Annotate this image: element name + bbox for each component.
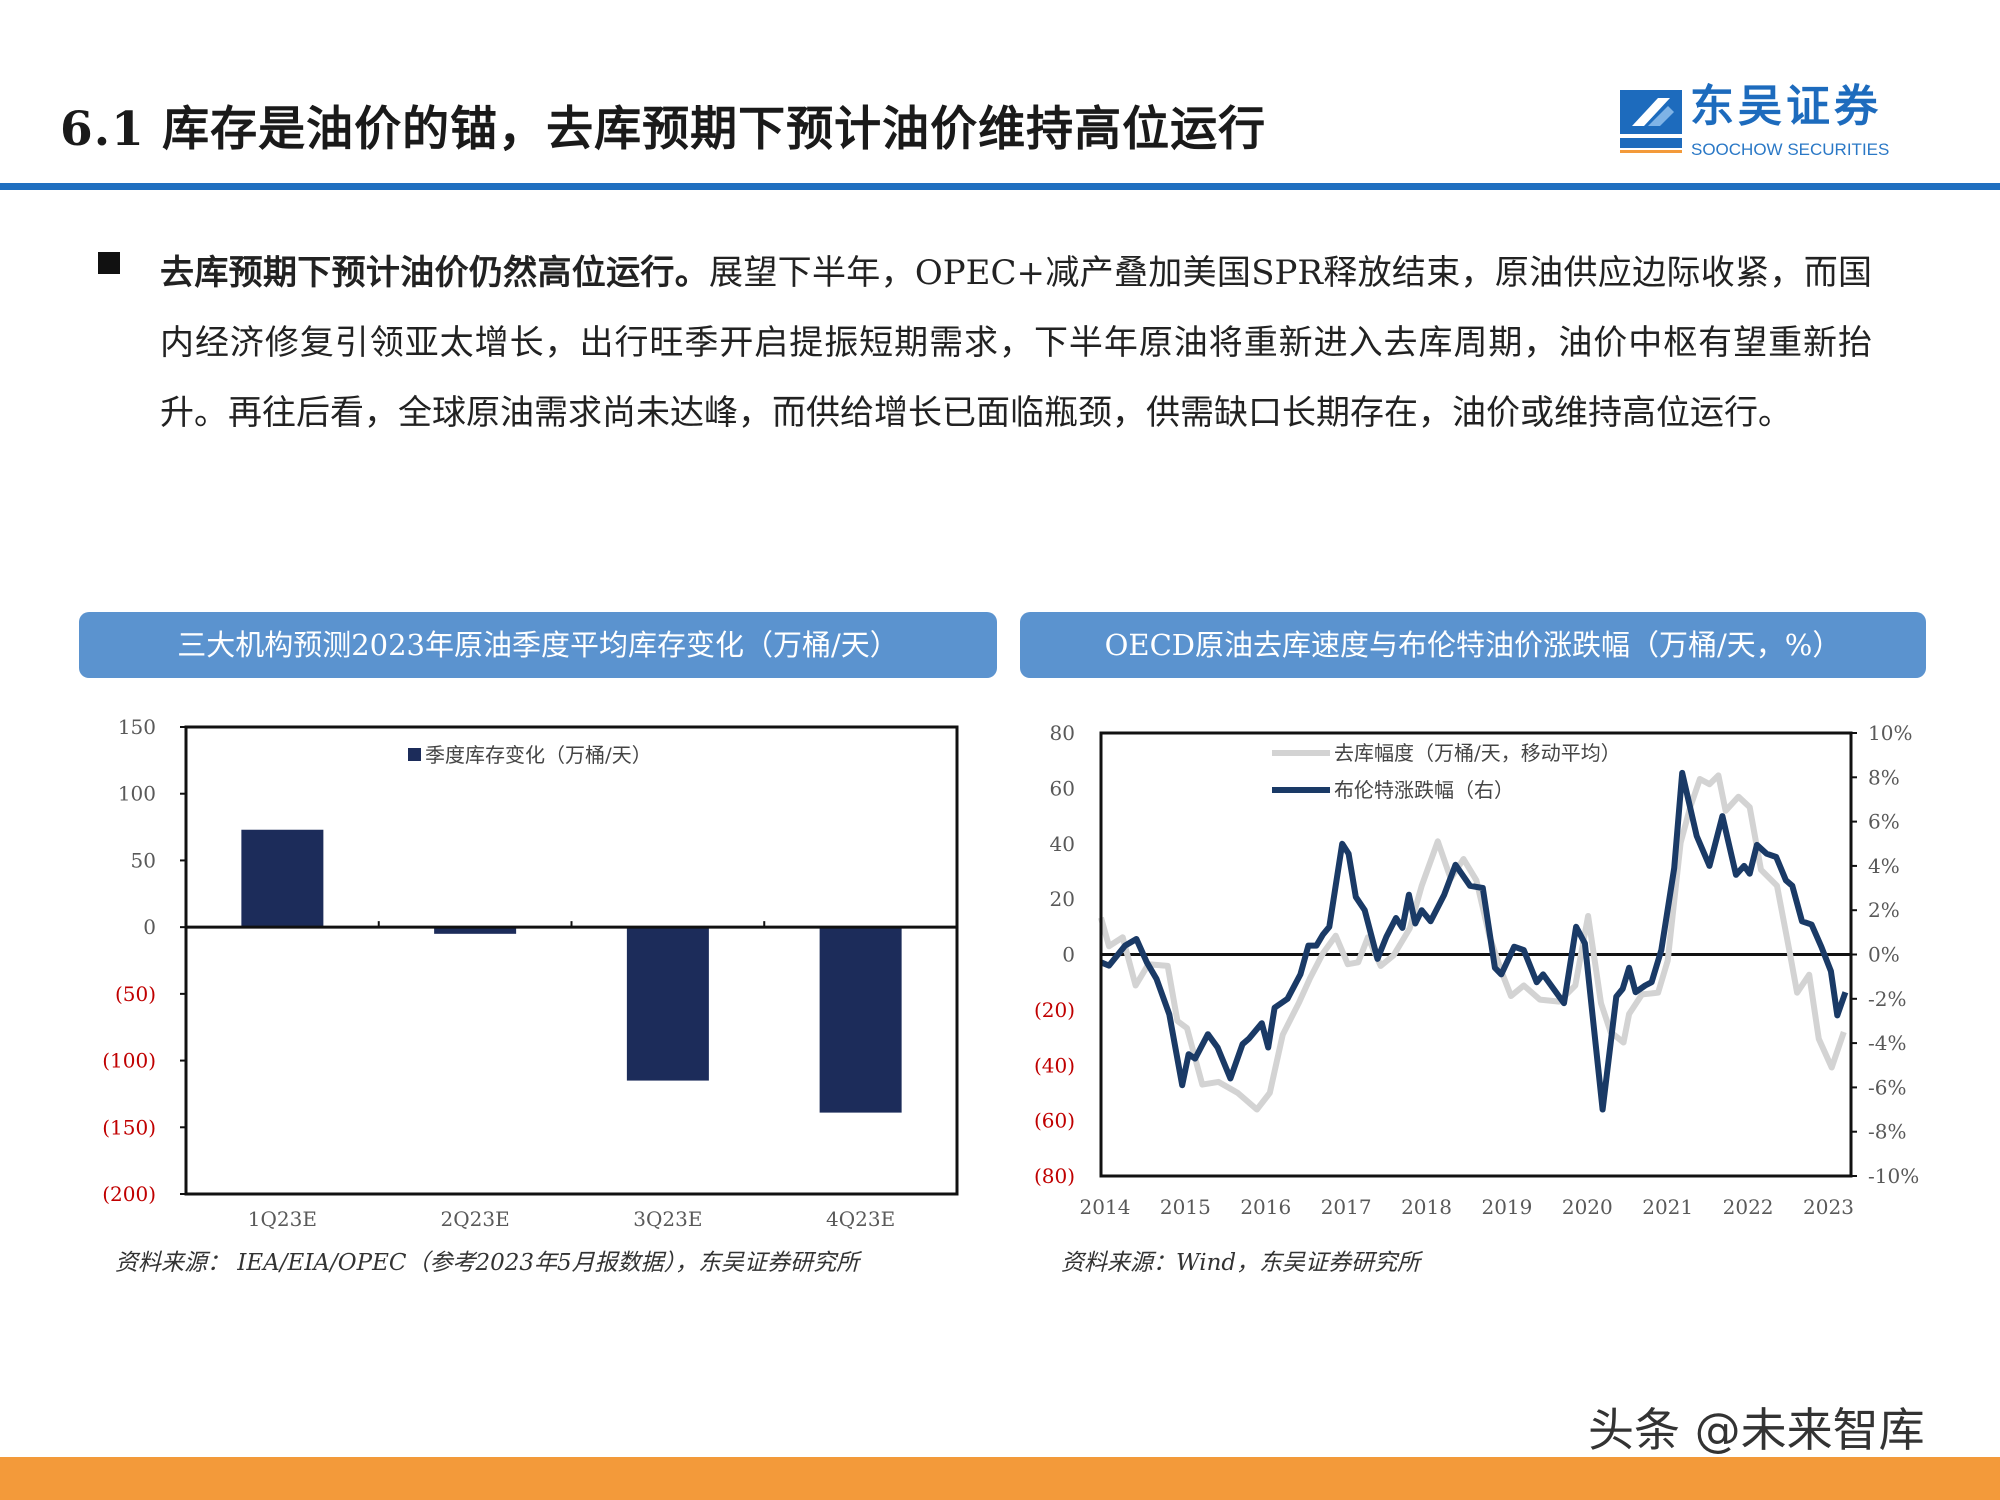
chart2-right-ytick-label: -6% <box>1868 1075 1907 1099</box>
chart2-xtick-label: 2020 <box>1562 1195 1613 1219</box>
chart1-title: 三大机构预测2023年原油季度平均库存变化（万桶/天） <box>79 612 997 678</box>
chart2-right-ytick-label: -10% <box>1868 1164 1919 1188</box>
body-paragraph: 去库预期下预计油价仍然高位运行。展望下半年，OPEC+减产叠加美国SPR释放结束… <box>160 238 1872 448</box>
chart1-ytick-label: 0 <box>143 915 156 939</box>
chart1-bar <box>819 927 902 1113</box>
chart2-xtick-label: 2018 <box>1401 1195 1452 1219</box>
chart2-right-ytick-label: 10% <box>1868 721 1912 745</box>
chart2-left-ytick-label: 80 <box>1050 721 1075 745</box>
chart2-left-ytick-label: (80) <box>1034 1164 1075 1188</box>
chart2-right-ytick-label: 2% <box>1868 898 1900 922</box>
chart2-left-ytick-label: 20 <box>1050 887 1075 911</box>
chart2-xtick-label: 2016 <box>1240 1195 1291 1219</box>
footer-bar <box>0 1457 2000 1500</box>
chart2-left-ytick-label: 0 <box>1062 943 1075 967</box>
chart1-xtick-label: 2Q23E <box>441 1207 510 1231</box>
chart1-bar <box>241 829 324 928</box>
chart1-bar <box>626 927 709 1081</box>
chart2-right-ytick-label: -4% <box>1868 1031 1907 1055</box>
chart2-xtick-label: 2014 <box>1080 1195 1131 1219</box>
bullet-square-icon <box>98 252 120 274</box>
chart2-left-ytick-label: 60 <box>1050 776 1075 800</box>
chart2-xtick-label: 2015 <box>1160 1195 1211 1219</box>
brand-logo: 东吴证券 SOOCHOW SECURITIES <box>1618 84 1908 164</box>
logo-text-en: SOOCHOW SECURITIES <box>1691 140 1890 159</box>
chart1-ytick-label: 50 <box>131 848 156 872</box>
chart1-ytick-label: (150) <box>102 1115 156 1139</box>
chart2-right-ytick-label: -8% <box>1868 1120 1907 1144</box>
chart1-bar <box>434 927 517 934</box>
chart2-xtick-label: 2022 <box>1723 1195 1774 1219</box>
chart2-xtick-label: 2017 <box>1321 1195 1372 1219</box>
chart1-ytick-label: (50) <box>115 982 156 1006</box>
body-lead: 去库预期下预计油价仍然高位运行。 <box>160 253 710 293</box>
header-divider <box>0 183 2000 190</box>
chart1-xtick-label: 4Q23E <box>826 1207 895 1231</box>
chart1-source: 资料来源： IEA/EIA/OPEC（参考2023年5月报数据），东吴证券研究所 <box>115 1250 860 1276</box>
chart1-ytick-label: 100 <box>118 782 156 806</box>
chart2-right-ytick-label: 4% <box>1868 854 1900 878</box>
chart2-right-ytick-label: 8% <box>1868 765 1900 789</box>
chart2-right-ytick-label: -2% <box>1868 987 1907 1011</box>
chart1-ytick-label: 150 <box>118 715 156 739</box>
chart1-xtick-label: 1Q23E <box>248 1207 317 1231</box>
chart2-series-line-destock <box>1098 772 1847 1113</box>
chart1-plot-frame <box>184 725 959 1196</box>
chart2-left-ytick-label: (40) <box>1034 1053 1075 1077</box>
logo-text-cn: 东吴证券 <box>1690 81 1882 132</box>
chart1-ytick-label: (200) <box>102 1182 156 1206</box>
chart2-right-ytick-label: 6% <box>1868 810 1900 834</box>
chart2-title: OECD原油去库速度与布伦特油价涨跌幅（万桶/天，%） <box>1020 612 1926 678</box>
chart1-ytick-label: (100) <box>102 1049 156 1073</box>
chart2-xtick-label: 2023 <box>1803 1195 1854 1219</box>
chart2-left-ytick-label: (20) <box>1034 998 1075 1022</box>
chart1-legend-swatch <box>408 748 421 761</box>
chart2-left-ytick-label: 40 <box>1050 832 1075 856</box>
watermark: 头条 @未来智库 <box>1588 1403 1925 1457</box>
chart2-xtick-label: 2021 <box>1642 1195 1693 1219</box>
scs-logo-icon <box>1620 90 1682 153</box>
chart1-legend-label: 季度库存变化（万桶/天） <box>425 743 652 767</box>
page-title: 6.1 库存是油价的锚，去库预期下预计油价维持高位运行 <box>60 102 1267 157</box>
chart2-source: 资料来源：Wind，东吴证券研究所 <box>1061 1250 1421 1276</box>
chart2-legend-label: 去库幅度（万桶/天，移动平均） <box>1334 741 1621 765</box>
body-text: 展望下半年，OPEC+减产叠加美国SPR释放结束，原油供应边际收紧，而国内经济修… <box>160 253 1873 433</box>
chart2-plot-frame <box>1099 731 1853 1178</box>
chart2-xtick-label: 2019 <box>1481 1195 1532 1219</box>
chart2-left-ytick-label: (60) <box>1034 1109 1075 1133</box>
chart2-series-line-brent <box>1099 769 1849 1113</box>
chart2-right-ytick-label: 0% <box>1868 943 1900 967</box>
chart1-xtick-label: 3Q23E <box>633 1207 702 1231</box>
chart2-legend-label: 布伦特涨跌幅（右） <box>1334 778 1514 802</box>
